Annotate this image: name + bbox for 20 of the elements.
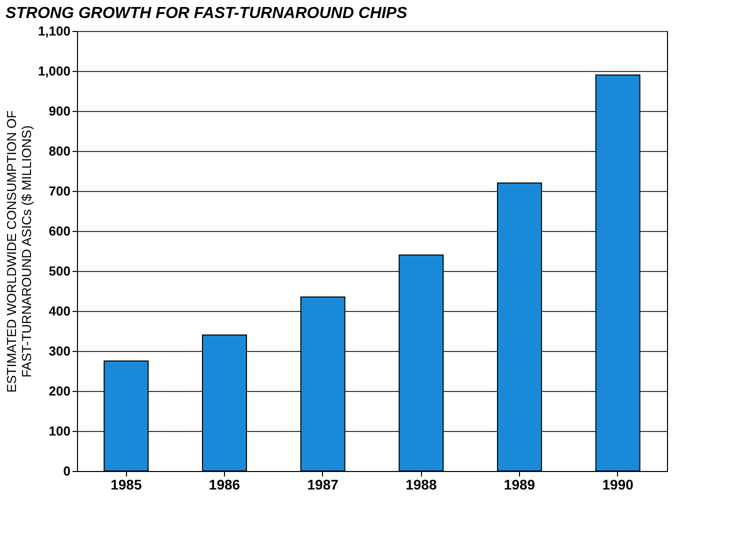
y-axis-title: ESTIMATED WORLDWIDE CONSUMPTION OF FAST-TURNAROUND ASICs ($ MILLIONS) [4, 110, 34, 393]
y-tick-label: 600 [48, 224, 70, 238]
y-tick-label: 1,100 [38, 24, 70, 38]
y-tick-label: 400 [48, 304, 70, 318]
x-tick-label: 1989 [504, 476, 536, 492]
x-tick-label: 1990 [602, 476, 634, 492]
y-tick-label: 300 [48, 344, 70, 358]
x-tick-label: 1988 [406, 476, 437, 492]
y-tick-label: 1,000 [38, 64, 70, 78]
chart-title: STRONG GROWTH FOR FAST-TURNAROUND CHIPS [5, 5, 408, 22]
y-tick-label: 500 [48, 264, 70, 278]
x-tick-label: 1987 [307, 476, 339, 492]
x-tick-label: 1986 [208, 476, 240, 492]
y-tick-label: 0 [63, 464, 70, 478]
y-tick-label: 100 [48, 424, 70, 438]
y-tick-label: 800 [48, 144, 70, 158]
y-tick-label: 700 [48, 184, 70, 198]
x-tick-label: 1985 [110, 476, 142, 492]
y-tick-label: 200 [48, 384, 70, 398]
y-tick-label: 900 [48, 104, 70, 118]
